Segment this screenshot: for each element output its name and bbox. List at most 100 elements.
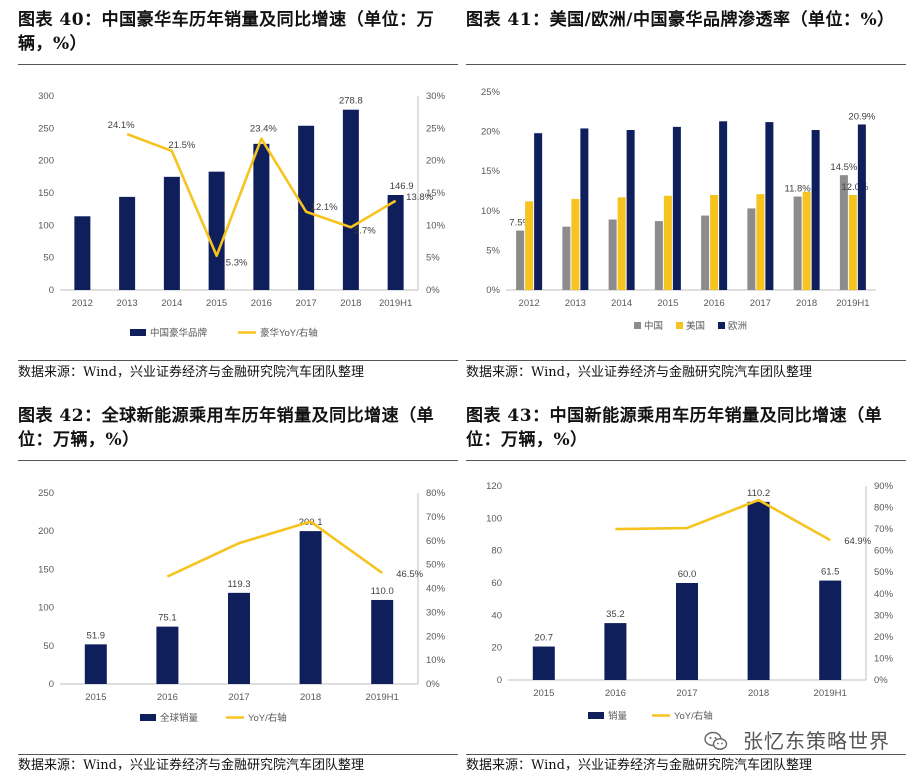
bar-中国 xyxy=(747,208,756,290)
bar-data-label: 146.9 xyxy=(390,181,414,192)
x-tick-label: 2014 xyxy=(161,298,182,309)
x-tick-label: 2018 xyxy=(748,688,769,699)
figure-43-source: 数据来源：Wind，兴业证券经济与金融研究院汽车团队整理 xyxy=(466,758,812,773)
data-label: 11.8% xyxy=(785,184,812,195)
bar-全球销量 xyxy=(228,592,250,684)
bar-销量 xyxy=(819,580,842,680)
bar-data-label: 51.9 xyxy=(87,630,106,641)
x-tick-label: 2017 xyxy=(296,298,317,309)
bar-全球销量 xyxy=(371,599,394,684)
bar-data-label: 278.8 xyxy=(339,96,363,107)
x-tick-label: 2019H1 xyxy=(814,688,847,699)
y-tick-label: 250 xyxy=(38,488,54,499)
y-tick-label: 60 xyxy=(491,578,502,589)
y-tick-label: 5% xyxy=(486,245,500,256)
y2-tick-label: 20% xyxy=(426,156,446,167)
y2-tick-label: 0% xyxy=(426,679,440,690)
bar-美国 xyxy=(571,198,580,290)
line-data-label: 5.3% xyxy=(226,258,248,269)
bar-欧洲 xyxy=(857,124,866,290)
legend-label-line: 豪华YoY/右轴 xyxy=(260,327,318,339)
bar-全球销量 xyxy=(84,644,107,684)
y2-tick-label: 10% xyxy=(874,653,894,664)
y2-tick-label: 60% xyxy=(426,536,446,547)
bar-中国豪华品牌 xyxy=(387,195,404,290)
legend-label-bar: 全球销量 xyxy=(160,712,199,724)
y-tick-label: 25% xyxy=(481,87,501,98)
x-tick-label: 2019H1 xyxy=(836,298,869,309)
bar-data-label: 20.7 xyxy=(535,633,554,644)
bar-全球销量 xyxy=(156,626,179,684)
bar-欧洲 xyxy=(811,130,820,290)
bar-中国 xyxy=(654,221,663,290)
y-tick-label: 20% xyxy=(481,127,501,138)
x-tick-label: 2016 xyxy=(251,298,272,309)
legend-label-bar: 销量 xyxy=(608,710,628,722)
bar-销量 xyxy=(747,501,770,680)
y2-tick-label: 30% xyxy=(874,610,894,621)
bar-data-label: 119.3 xyxy=(227,579,250,590)
bar-销量 xyxy=(532,646,555,680)
y2-tick-label: 15% xyxy=(426,188,446,199)
bar-中国豪华品牌 xyxy=(208,171,225,290)
bar-欧洲 xyxy=(672,126,681,291)
x-tick-label: 2017 xyxy=(676,688,697,699)
figure-43-top-rule xyxy=(466,460,906,461)
y-tick-label: 200 xyxy=(38,156,54,167)
y2-tick-label: 70% xyxy=(426,512,446,523)
y-tick-label: 120 xyxy=(486,481,502,492)
figure-41-chart: 0% 5% 10% 15% 20% 25% 2012 2013 2014 2015 2016 2017… xyxy=(481,87,876,332)
legend-label: 美国 xyxy=(686,320,705,332)
line-data-label: 21.5% xyxy=(168,140,195,151)
bar-欧洲 xyxy=(534,133,543,290)
y-tick-label: 0 xyxy=(49,679,54,690)
data-label: 20.9% xyxy=(848,111,875,122)
figure-42-bottom-rule xyxy=(18,754,458,755)
bar-中国 xyxy=(562,226,571,290)
x-tick-label: 2019H1 xyxy=(379,298,412,309)
legend-label-line: YoY/右轴 xyxy=(674,710,713,722)
figure-43-title: 图表 43：中国新能源乘用车历年销量及同比增速（单位：万辆，%） xyxy=(466,406,883,450)
y-tick-label: 10% xyxy=(481,206,501,217)
legend-label: 中国 xyxy=(644,320,663,332)
y2-tick-label: 30% xyxy=(426,607,446,618)
x-tick-label: 2015 xyxy=(657,298,678,309)
bar-销量 xyxy=(604,623,627,680)
y-tick-label: 0% xyxy=(486,285,500,296)
bar-data-label: 60.0 xyxy=(678,569,697,580)
x-tick-label: 2017 xyxy=(750,298,771,309)
y-tick-label: 40 xyxy=(491,610,502,621)
y2-tick-label: 60% xyxy=(874,546,894,557)
bar-中国 xyxy=(701,215,710,290)
bar-data-label: 35.2 xyxy=(606,609,625,620)
y2-tick-label: 80% xyxy=(874,503,894,514)
x-tick-label: 2018 xyxy=(796,298,817,309)
bar-data-label: 110.0 xyxy=(371,586,394,597)
figure-43: 图表 43：中国新能源乘用车历年销量及同比增速（单位：万辆，%） 0 20 40 60… xyxy=(466,404,906,780)
y2-tick-label: 20% xyxy=(874,632,894,643)
y-tick-label: 20 xyxy=(491,643,502,654)
x-tick-label: 2019H1 xyxy=(366,692,399,703)
watermark-text: 张忆东策略世界 xyxy=(743,729,890,753)
y-tick-label: 50 xyxy=(43,641,54,652)
y2-tick-label: 40% xyxy=(426,584,446,595)
bar-中国 xyxy=(608,219,617,290)
bar-中国豪华品牌 xyxy=(342,109,359,290)
figure-41-title: 图表 41：美国/欧洲/中国豪华品牌渗透率（单位：%） xyxy=(466,10,895,30)
line-YoY/右轴 xyxy=(615,498,831,542)
y2-tick-label: 5% xyxy=(426,253,440,264)
y-tick-label: 300 xyxy=(38,91,54,102)
bar-欧洲 xyxy=(626,130,635,290)
figure-42-title: 图表 42：全球新能源乘用车历年销量及同比增速（单位：万辆，%） xyxy=(18,406,435,450)
figure-42: 图表 42：全球新能源乘用车历年销量及同比增速（单位：万辆，%） 0 50 100 1… xyxy=(18,404,458,780)
line-data-label: 46.5% xyxy=(396,569,423,580)
y2-tick-label: 80% xyxy=(426,488,446,499)
figure-42-top-rule xyxy=(18,460,458,461)
bar-中国豪华品牌 xyxy=(163,176,180,290)
legend-swatch-bar xyxy=(130,329,146,336)
bar-美国 xyxy=(710,194,719,290)
line-YoY/右轴 xyxy=(166,520,383,578)
bar-中国豪华品牌 xyxy=(74,216,91,290)
legend-swatch-bar xyxy=(588,712,604,719)
x-tick-label: 2012 xyxy=(72,298,93,309)
